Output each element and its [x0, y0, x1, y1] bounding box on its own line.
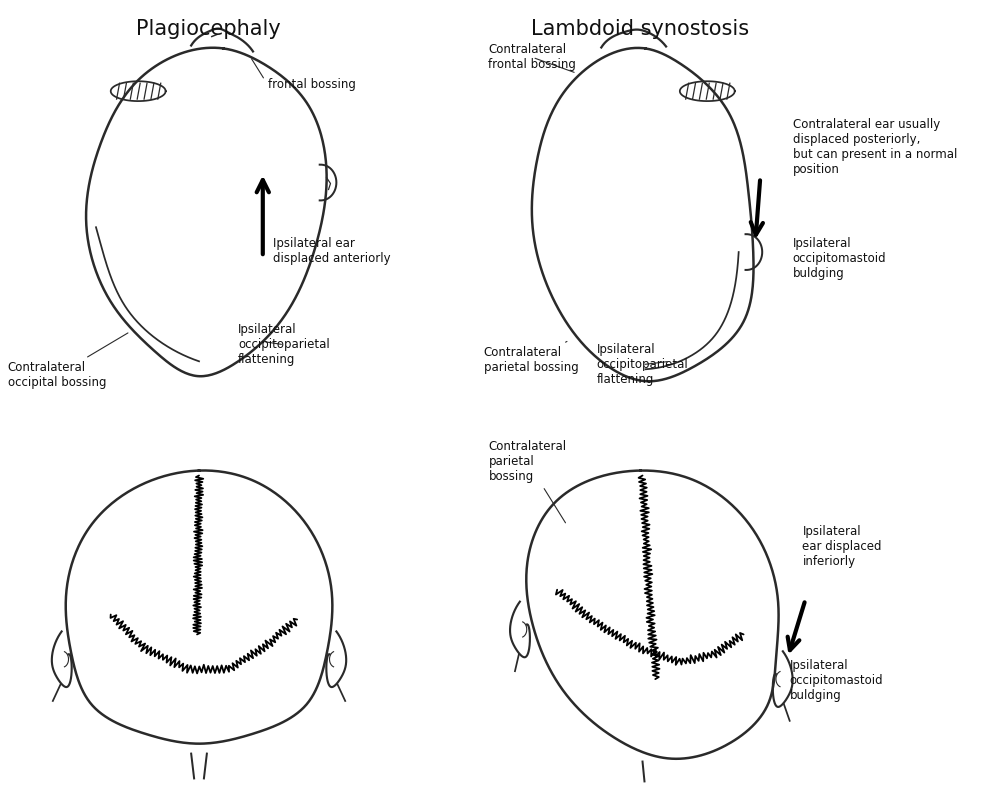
Text: Ipsilateral
occipitoparietal
flattening: Ipsilateral occipitoparietal flattening: [596, 343, 688, 386]
Text: Ipsilateral
occipitoparietal
flattening: Ipsilateral occipitoparietal flattening: [238, 324, 330, 367]
Text: Plagiocephaly: Plagiocephaly: [136, 19, 281, 39]
Text: Contralateral ear usually
displaced posteriorly,
but can present in a normal
pos: Contralateral ear usually displaced post…: [793, 118, 957, 176]
Text: Ipsilateral ear
displaced anteriorly: Ipsilateral ear displaced anteriorly: [273, 237, 390, 265]
Text: Lambdoid synostosis: Lambdoid synostosis: [531, 19, 750, 39]
Text: Contralateral
occipital bossing: Contralateral occipital bossing: [8, 333, 128, 389]
Text: Ipsilateral
ear displaced
inferiorly: Ipsilateral ear displaced inferiorly: [802, 526, 882, 569]
Text: Contralateral
parietal
bossing: Contralateral parietal bossing: [488, 440, 567, 523]
Text: Ipsilateral
occipitomastoid
buldging: Ipsilateral occipitomastoid buldging: [793, 237, 886, 280]
Text: frontal bossing: frontal bossing: [252, 58, 356, 91]
Text: Ipsilateral
occipitomastoid
buldging: Ipsilateral occipitomastoid buldging: [790, 659, 883, 702]
Text: Contralateral
parietal bossing: Contralateral parietal bossing: [484, 341, 578, 374]
Text: Contralateral
frontal bossing: Contralateral frontal bossing: [488, 43, 576, 72]
